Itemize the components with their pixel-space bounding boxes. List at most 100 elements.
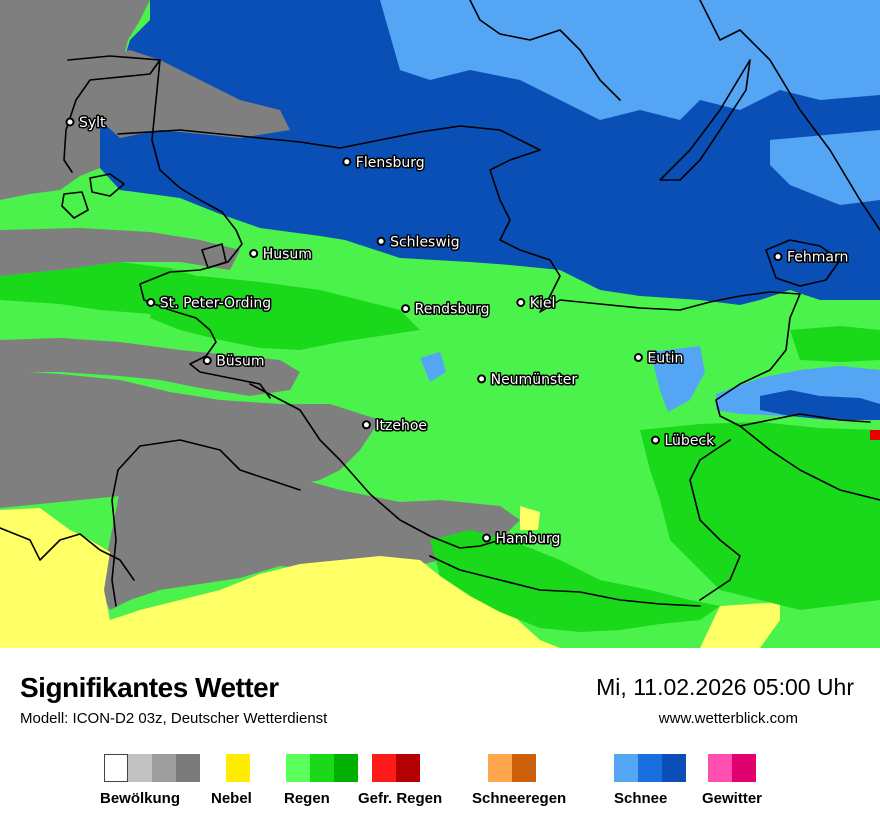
legend-schneeregen xyxy=(488,754,536,782)
city-markers: Sylt Flensburg Schleswig Husum Fehmarn St. Pe… xyxy=(65,114,850,549)
legend-swatch xyxy=(638,754,662,782)
city-dot xyxy=(342,157,352,167)
legend-swatch xyxy=(128,754,152,782)
city-dot xyxy=(146,298,156,307)
legend-nebel xyxy=(226,754,250,782)
legend-label-gewitter: Gewitter xyxy=(702,790,763,807)
coastline-islands xyxy=(61,173,227,269)
freezing-rain-spot xyxy=(870,430,880,440)
legend-bewoelkung xyxy=(104,754,200,782)
legend-label-schneeregen: Schneeregen xyxy=(472,790,567,807)
legend-regen xyxy=(286,754,358,782)
city-label: St. Peter-Ording xyxy=(160,296,271,312)
legend-label-gefr-regen: Gefr. Regen xyxy=(358,790,443,807)
legend-swatches xyxy=(372,754,420,782)
snow-light-area-eutin xyxy=(650,346,705,412)
website-link[interactable]: www.wetterblick.com xyxy=(658,710,798,727)
legend-swatch xyxy=(708,754,732,782)
cloud-area-west-b xyxy=(0,338,300,396)
cloud-area-west-a xyxy=(0,228,240,276)
rain-moderate-area-east xyxy=(640,422,880,610)
city-label: Fehmarn xyxy=(787,250,848,266)
legend-swatch xyxy=(226,754,250,782)
legend-label-regen: Regen xyxy=(284,790,330,807)
city-dot xyxy=(482,533,491,543)
fog-area-east xyxy=(700,602,780,648)
city-label: Eutin xyxy=(647,351,683,367)
legend-swatch xyxy=(396,754,420,782)
city-label: Itzehoe xyxy=(375,418,427,434)
rain-moderate-area-south xyxy=(430,530,720,632)
city-dot xyxy=(773,252,783,262)
legend-swatch xyxy=(372,754,396,782)
city-label: Lübeck xyxy=(665,433,716,449)
city-dot xyxy=(249,249,259,258)
legend-swatches xyxy=(708,754,756,782)
legend-swatch xyxy=(512,754,536,782)
coastline-sylt xyxy=(63,55,161,173)
coastline-east-top xyxy=(699,0,880,231)
forecast-datetime: Mi, 11.02.2026 05:00 Uhr xyxy=(596,674,854,700)
legend-swatch xyxy=(334,754,358,782)
river-elbe-south xyxy=(429,439,741,607)
legend-swatch xyxy=(662,754,686,782)
river-elbe xyxy=(111,383,521,607)
rain-moderate-area-mid xyxy=(150,276,420,350)
city-dot xyxy=(65,117,75,127)
weather-map: Sylt Flensburg Schleswig Husum Fehmarn St. Pe… xyxy=(0,0,880,648)
snow-light-area-north xyxy=(380,0,880,120)
city-label: Kiel xyxy=(530,296,556,312)
city-dot xyxy=(633,353,643,362)
city-dot xyxy=(361,420,371,430)
weather-map-canvas: Sylt Flensburg Schleswig Husum Fehmarn St. Pe… xyxy=(0,0,880,648)
legend-label-nebel: Nebel xyxy=(211,790,252,807)
city-label: Schleswig xyxy=(390,234,459,250)
coastline-fjord xyxy=(659,59,751,181)
legend-label-schnee: Schnee xyxy=(614,790,668,807)
city-dot xyxy=(401,304,411,314)
legend-swatch xyxy=(732,754,756,782)
snow-light-area-kiel xyxy=(420,352,446,382)
coastline-fehmarn xyxy=(765,239,841,287)
cloud-area-southwest xyxy=(0,370,380,508)
legend-gewitter xyxy=(708,754,756,782)
legend-swatch xyxy=(104,754,128,782)
legend-swatch xyxy=(176,754,200,782)
city-label: Rendsburg xyxy=(415,302,490,318)
snow-heavy-area-southeast xyxy=(760,390,880,420)
fog-area xyxy=(0,508,560,648)
city-label: Husum xyxy=(263,247,312,263)
map-title: Signifikantes Wetter xyxy=(20,672,279,703)
legend-swatch xyxy=(310,754,334,782)
legend-gefr-regen xyxy=(372,754,420,782)
city-dot xyxy=(376,236,386,246)
coastline-flensburg xyxy=(117,125,521,149)
fog-area-hamburg xyxy=(520,506,540,530)
legend-swatch xyxy=(286,754,310,782)
city-dot xyxy=(651,435,660,445)
legend-schnee xyxy=(614,754,686,782)
footer: Signifikantes Wetter Modell: ICON-D2 03z… xyxy=(0,648,880,830)
city-label: Sylt xyxy=(79,115,106,131)
legend-label-bewoelkung: Bewölkung xyxy=(100,790,181,807)
legend-swatches xyxy=(488,754,536,782)
city-dot xyxy=(477,374,487,384)
legend-swatches xyxy=(614,754,686,782)
rain-moderate-area-coast xyxy=(790,326,880,362)
city-label: Flensburg xyxy=(356,155,425,171)
cloud-area-north-west-inner xyxy=(100,50,290,138)
legend-swatch xyxy=(152,754,176,782)
coastline-west xyxy=(139,59,271,399)
legend-swatches xyxy=(286,754,358,782)
model-info: Modell: ICON-D2 03z, Deutscher Wetterdie… xyxy=(20,710,328,727)
river-east xyxy=(739,425,880,501)
city-dot xyxy=(516,298,526,307)
city-label: Büsum xyxy=(216,354,264,370)
cloud-area-north-west xyxy=(0,0,150,200)
city-dot xyxy=(202,356,212,366)
coastline-baltic xyxy=(469,0,871,427)
legend-swatch xyxy=(488,754,512,782)
legend-swatch xyxy=(614,754,638,782)
legend-swatches xyxy=(226,754,250,782)
city-label: Hamburg xyxy=(496,531,561,547)
